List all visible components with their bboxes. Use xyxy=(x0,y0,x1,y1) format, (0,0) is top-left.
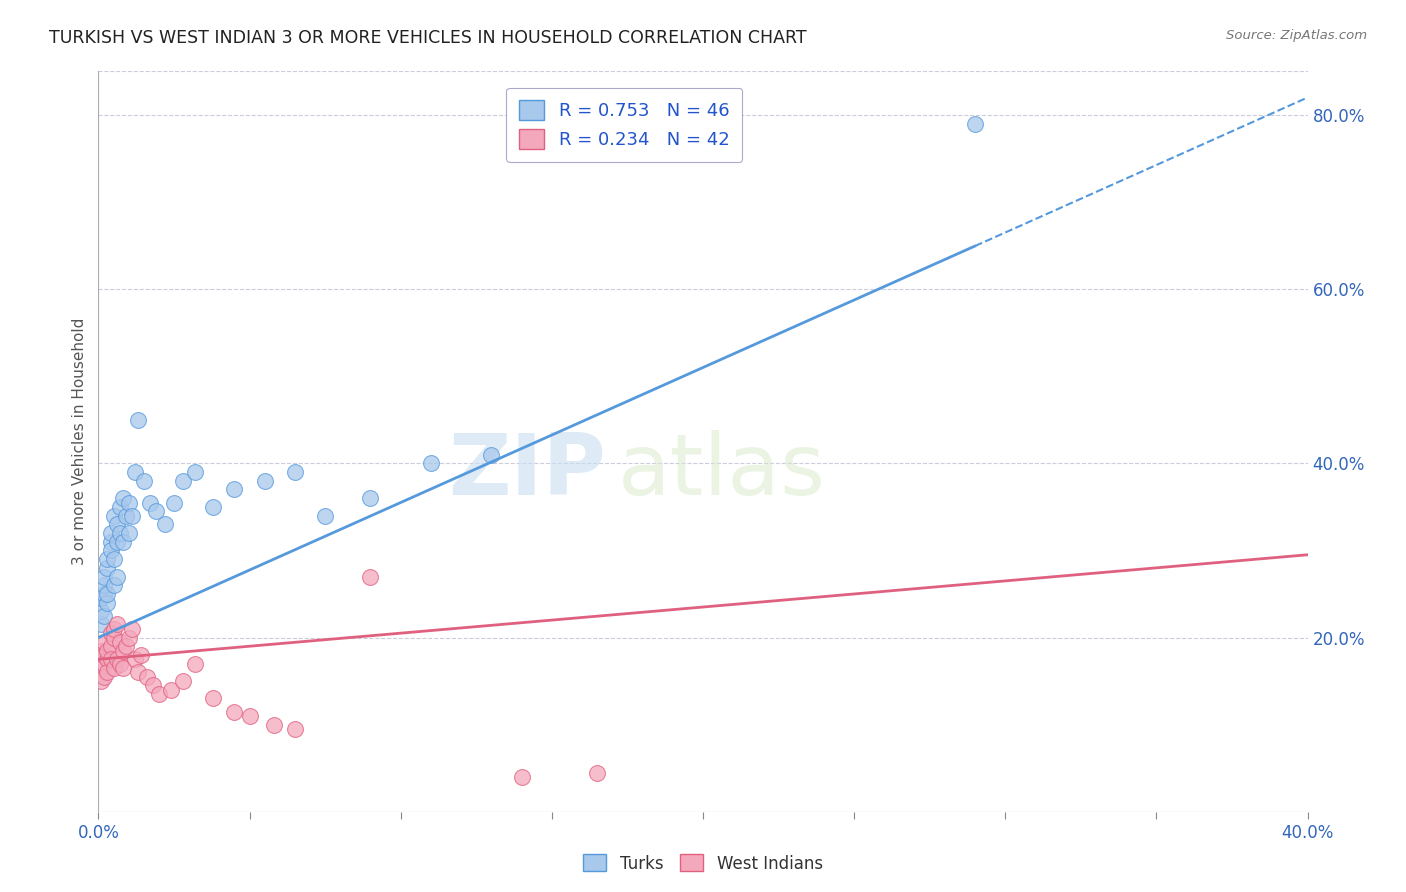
Point xyxy=(100,626,122,640)
Point xyxy=(510,770,533,784)
Point xyxy=(153,517,176,532)
Y-axis label: 3 or more Vehicles in Household: 3 or more Vehicles in Household xyxy=(72,318,87,566)
Point xyxy=(118,495,141,509)
Point xyxy=(93,608,115,623)
Point xyxy=(118,631,141,645)
Point xyxy=(93,587,115,601)
Text: Source: ZipAtlas.com: Source: ZipAtlas.com xyxy=(1226,29,1367,42)
Point xyxy=(139,495,162,509)
Point xyxy=(105,517,128,532)
Point xyxy=(108,657,131,671)
Point xyxy=(96,552,118,566)
Point xyxy=(96,587,118,601)
Point xyxy=(93,569,115,583)
Point xyxy=(108,500,131,514)
Point xyxy=(103,661,125,675)
Point xyxy=(105,569,128,583)
Point xyxy=(100,543,122,558)
Point xyxy=(96,596,118,610)
Point xyxy=(127,665,149,680)
Point xyxy=(103,578,125,592)
Point xyxy=(127,413,149,427)
Point xyxy=(96,652,118,666)
Point xyxy=(105,534,128,549)
Point xyxy=(163,495,186,509)
Point xyxy=(420,456,443,470)
Point xyxy=(90,643,112,657)
Point xyxy=(100,639,122,653)
Point xyxy=(118,526,141,541)
Point xyxy=(90,604,112,618)
Point xyxy=(184,657,207,671)
Point xyxy=(90,674,112,689)
Point xyxy=(224,705,246,719)
Point xyxy=(103,622,125,636)
Point xyxy=(96,561,118,575)
Point xyxy=(93,657,115,671)
Point xyxy=(148,687,170,701)
Point xyxy=(114,639,136,653)
Text: TURKISH VS WEST INDIAN 3 OR MORE VEHICLES IN HOUSEHOLD CORRELATION CHART: TURKISH VS WEST INDIAN 3 OR MORE VEHICLE… xyxy=(49,29,807,46)
Point xyxy=(103,631,125,645)
Point xyxy=(360,569,382,583)
Point xyxy=(108,635,131,649)
Point xyxy=(224,483,246,497)
Point xyxy=(202,691,225,706)
Point xyxy=(142,678,165,692)
Point xyxy=(360,491,382,505)
Point xyxy=(145,504,167,518)
Point xyxy=(111,643,134,657)
Point xyxy=(172,674,194,689)
Point xyxy=(93,635,115,649)
Point xyxy=(253,474,276,488)
Point xyxy=(103,508,125,523)
Point xyxy=(239,709,262,723)
Point xyxy=(90,661,112,675)
Point xyxy=(93,648,115,662)
Text: ZIP: ZIP xyxy=(449,430,606,513)
Point xyxy=(93,670,115,684)
Point xyxy=(100,534,122,549)
Point xyxy=(160,682,183,697)
Point xyxy=(108,526,131,541)
Point xyxy=(90,591,112,606)
Point xyxy=(135,670,157,684)
Point xyxy=(111,491,134,505)
Point xyxy=(96,665,118,680)
Point xyxy=(132,474,155,488)
Point xyxy=(105,652,128,666)
Text: atlas: atlas xyxy=(619,430,827,513)
Legend: R = 0.753   N = 46, R = 0.234   N = 42: R = 0.753 N = 46, R = 0.234 N = 42 xyxy=(506,87,742,161)
Point xyxy=(121,508,143,523)
Point xyxy=(100,526,122,541)
Point xyxy=(129,648,152,662)
Point xyxy=(184,465,207,479)
Point xyxy=(96,643,118,657)
Point xyxy=(100,652,122,666)
Point xyxy=(124,652,146,666)
Point xyxy=(90,617,112,632)
Point xyxy=(481,448,503,462)
Point xyxy=(103,552,125,566)
Point xyxy=(965,117,987,131)
Point xyxy=(121,622,143,636)
Point xyxy=(114,508,136,523)
Point xyxy=(314,508,336,523)
Point xyxy=(105,617,128,632)
Point xyxy=(124,465,146,479)
Point xyxy=(93,578,115,592)
Point xyxy=(586,765,609,780)
Point xyxy=(202,500,225,514)
Point xyxy=(172,474,194,488)
Point xyxy=(284,722,307,736)
Point xyxy=(111,534,134,549)
Point xyxy=(111,661,134,675)
Point xyxy=(263,717,285,731)
Point xyxy=(284,465,307,479)
Legend: Turks, West Indians: Turks, West Indians xyxy=(576,847,830,880)
